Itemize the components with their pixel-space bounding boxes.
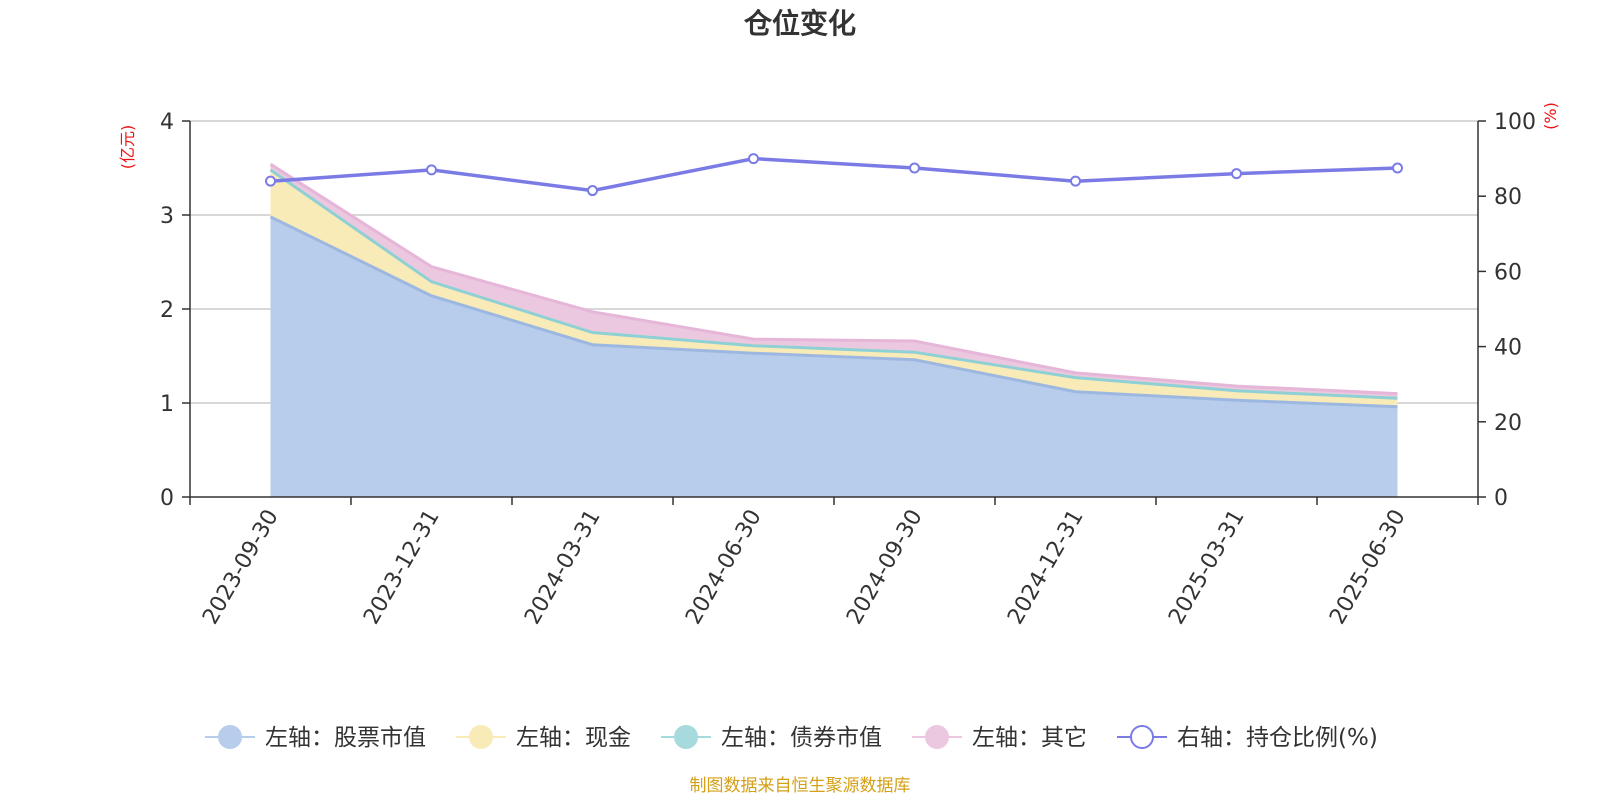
legend-marker <box>218 725 242 749</box>
area-line-3 <box>269 162 1398 396</box>
source-note: 制图数据来自恒生聚源数据库 <box>690 776 911 796</box>
legend-item-1[interactable]: 左轴：现金 <box>456 725 631 751</box>
legend-label: 左轴：债券市值 <box>721 725 882 751</box>
legend-item-4[interactable]: 右轴：持仓比例(%) <box>1117 725 1378 751</box>
ratio-point[interactable] <box>909 162 920 174</box>
left-tick-label: 1 <box>160 392 174 417</box>
x-tick-label: 2024-12-31 <box>1003 506 1089 629</box>
legend-item-2[interactable]: 左轴：债券市值 <box>661 725 882 751</box>
ratio-points <box>265 153 1403 197</box>
left-tick-label: 0 <box>160 486 174 511</box>
legend: 左轴：股票市值 左轴：现金 左轴：债券市值 左轴：其它 右轴：持仓比例(%) <box>205 725 1378 751</box>
legend-marker <box>1130 725 1154 749</box>
legend-marker <box>674 725 698 749</box>
right-tick-label: 60 <box>1494 260 1522 285</box>
legend-label: 左轴：其它 <box>972 725 1087 751</box>
series-lines <box>269 156 1398 409</box>
ratio-point[interactable] <box>587 185 598 197</box>
right-tick-label: 80 <box>1494 185 1522 210</box>
ratio-point[interactable] <box>748 153 759 165</box>
left-tick-label: 2 <box>160 298 174 323</box>
legend-marker <box>925 725 949 749</box>
ratio-point[interactable] <box>1070 175 1081 187</box>
x-tick-label: 2024-03-31 <box>520 506 606 629</box>
chart-title: 仓位变化 <box>744 7 856 40</box>
legend-label: 左轴：股票市值 <box>265 725 426 751</box>
legend-label: 右轴：持仓比例(%) <box>1177 725 1378 751</box>
x-tick-label: 2023-12-31 <box>359 506 445 629</box>
ratio-point[interactable] <box>1231 168 1242 180</box>
right-tick-label: 100 <box>1494 110 1536 135</box>
right-tick-label: 20 <box>1494 411 1522 436</box>
ratio-line <box>270 156 1398 193</box>
area-line-2 <box>269 168 1398 400</box>
x-tick-label: 2024-09-30 <box>842 506 928 629</box>
legend-label: 左轴：现金 <box>516 725 631 751</box>
ratio-point[interactable] <box>1392 162 1403 174</box>
left-tick-label: 4 <box>160 110 174 135</box>
right-tick-label: 40 <box>1494 336 1522 361</box>
right-tick-label: 0 <box>1494 486 1508 511</box>
left-axis-unit: (亿元) <box>118 125 137 170</box>
area-line-0 <box>269 215 1398 409</box>
legend-item-3[interactable]: 左轴：其它 <box>912 725 1087 751</box>
legend-marker <box>469 725 493 749</box>
legend-item-0[interactable]: 左轴：股票市值 <box>205 725 426 751</box>
x-tick-label: 2024-06-30 <box>681 506 767 629</box>
stacked-areas <box>270 164 1398 497</box>
x-tick-label: 2025-03-31 <box>1164 506 1250 629</box>
ratio-point[interactable] <box>426 164 437 176</box>
x-tick-label: 2025-06-30 <box>1325 506 1411 629</box>
left-tick-label: 3 <box>160 204 174 229</box>
right-axis-unit: (%) <box>1541 102 1560 130</box>
ratio-point[interactable] <box>265 175 276 187</box>
x-tick-label: 2023-09-30 <box>198 506 284 629</box>
